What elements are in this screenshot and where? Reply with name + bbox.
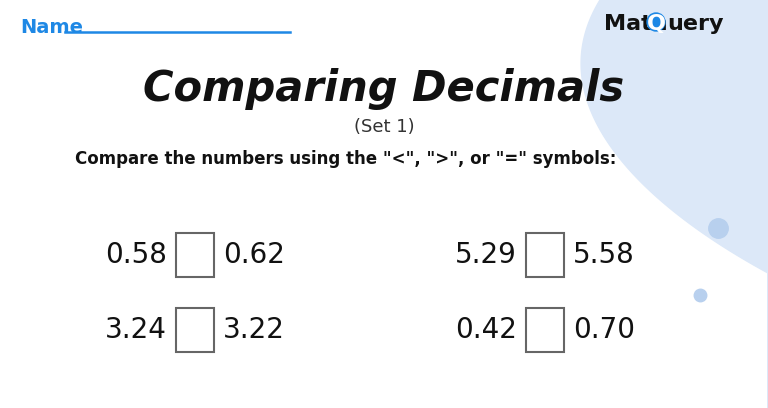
Text: 3.24: 3.24 <box>105 316 167 344</box>
FancyBboxPatch shape <box>176 308 214 352</box>
Text: Math: Math <box>604 14 667 34</box>
Text: 3.22: 3.22 <box>223 316 285 344</box>
FancyBboxPatch shape <box>176 233 214 277</box>
Text: 0.42: 0.42 <box>455 316 517 344</box>
Text: uery: uery <box>667 14 723 34</box>
Circle shape <box>647 13 665 31</box>
Polygon shape <box>581 0 768 408</box>
FancyBboxPatch shape <box>526 233 564 277</box>
Text: Comparing Decimals: Comparing Decimals <box>144 68 624 110</box>
Text: 0.58: 0.58 <box>105 241 167 269</box>
Text: 0.62: 0.62 <box>223 241 285 269</box>
Text: 5.58: 5.58 <box>573 241 634 269</box>
Text: (Set 1): (Set 1) <box>354 118 414 136</box>
Text: 0.70: 0.70 <box>573 316 635 344</box>
FancyBboxPatch shape <box>526 308 564 352</box>
Text: 5.29: 5.29 <box>455 241 517 269</box>
Text: Compare the numbers using the "<", ">", or "=" symbols:: Compare the numbers using the "<", ">", … <box>75 150 617 168</box>
Text: Q: Q <box>647 14 666 34</box>
Text: Name: Name <box>20 18 83 37</box>
